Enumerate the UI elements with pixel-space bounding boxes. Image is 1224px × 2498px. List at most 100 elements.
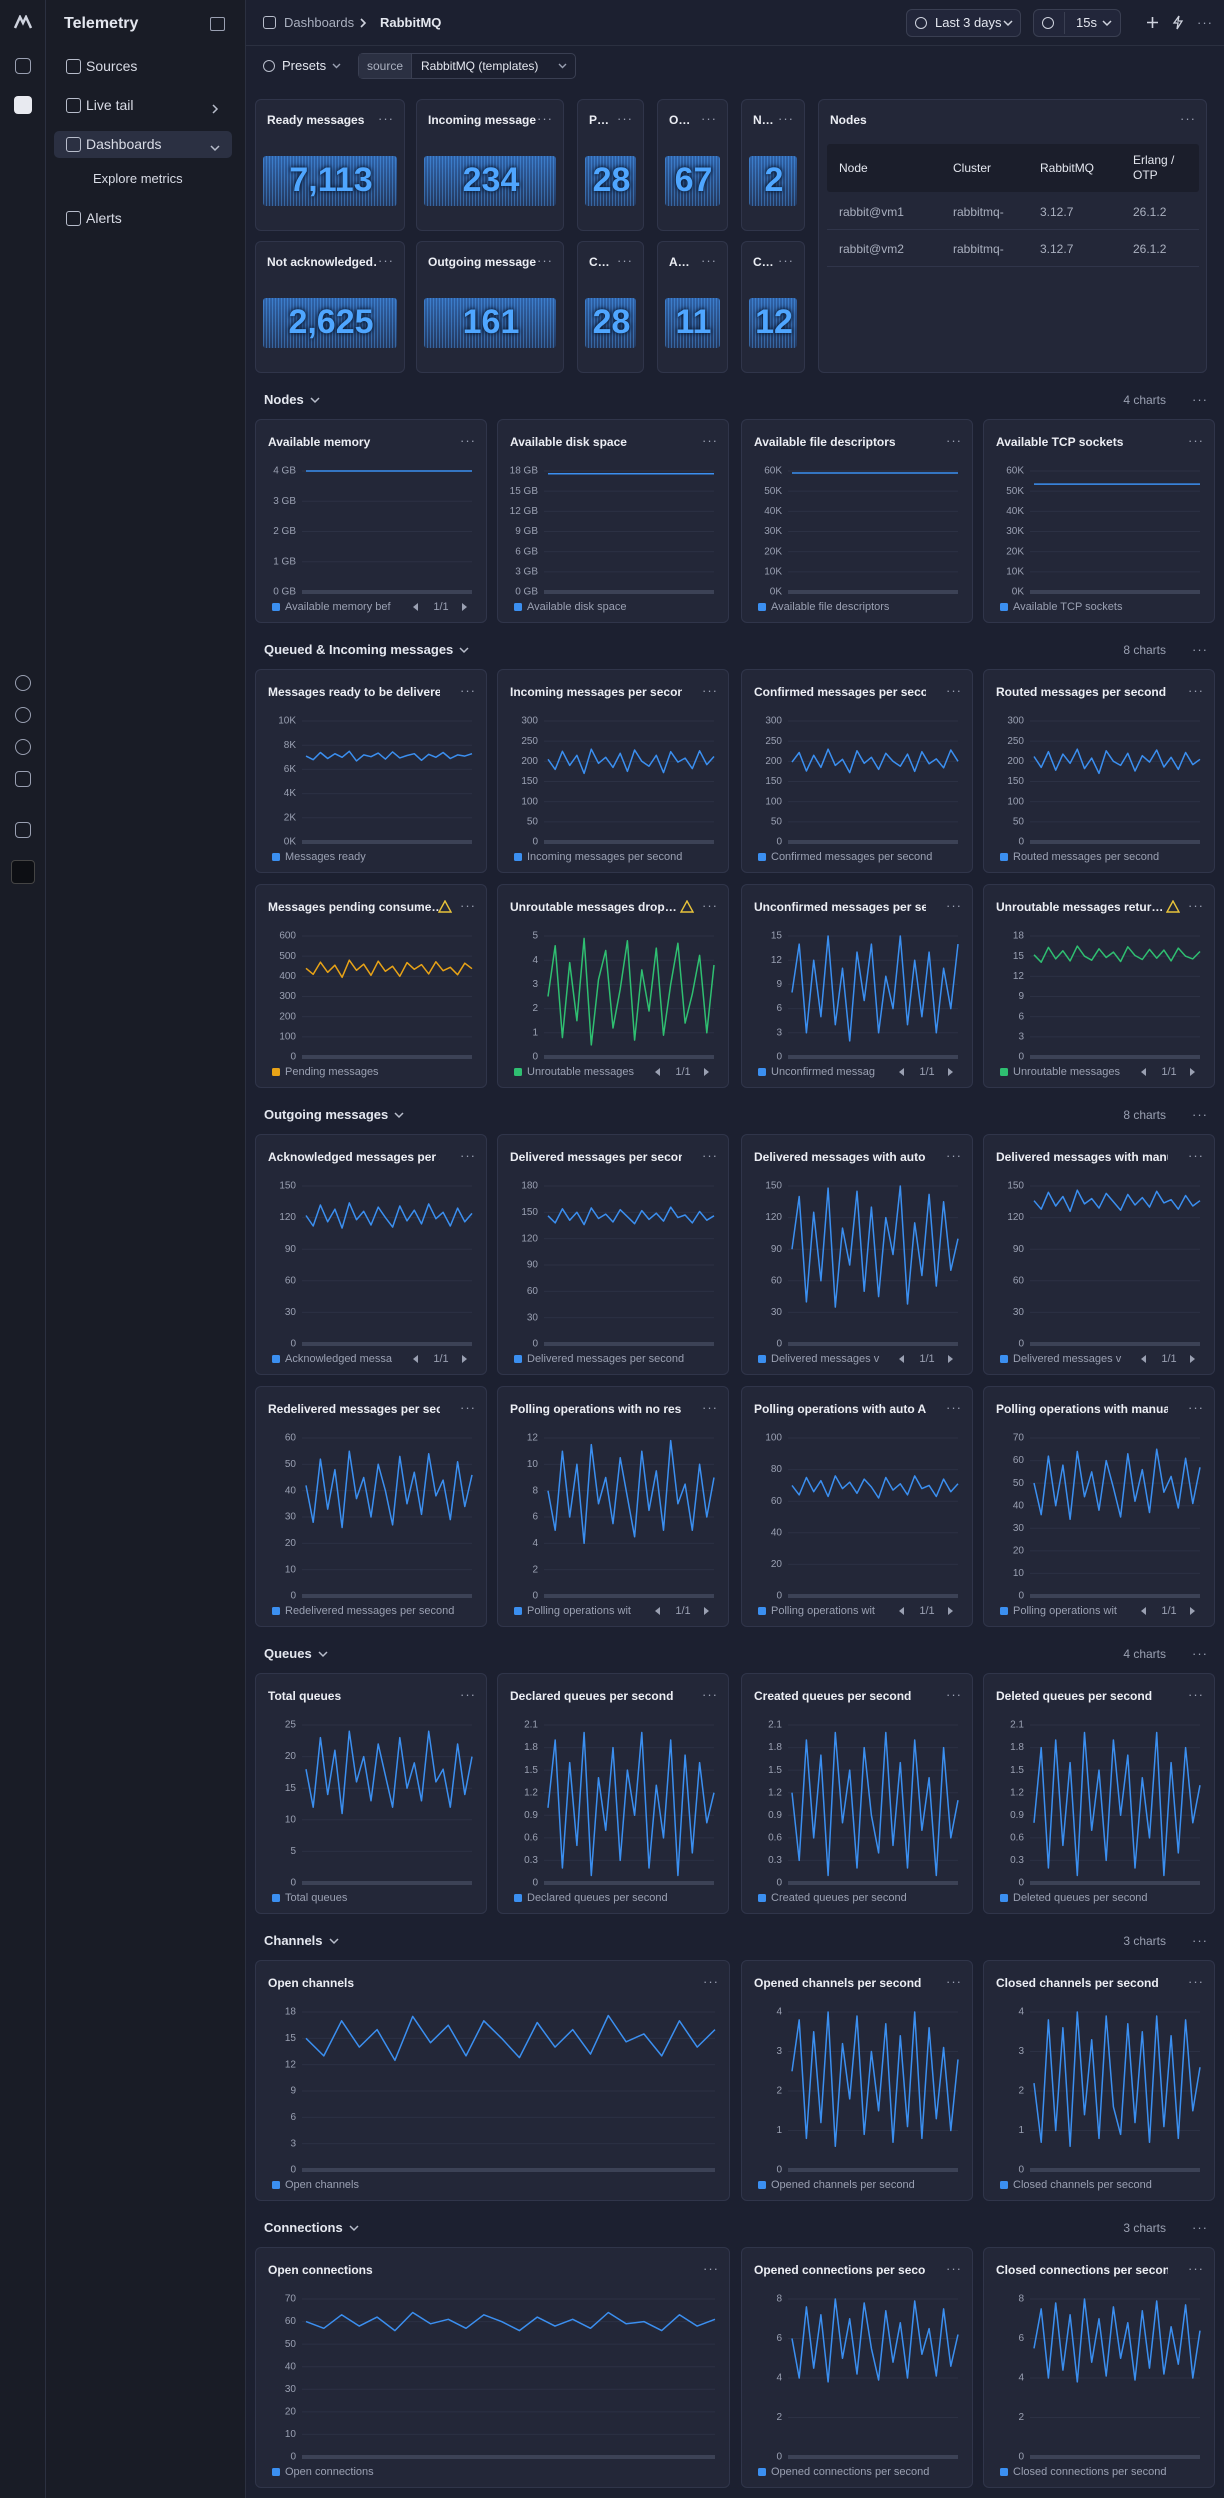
y-tick-label: 6 — [776, 2333, 782, 2344]
more-button[interactable]: ··· — [537, 253, 553, 268]
chevron — [459, 647, 469, 654]
more-button[interactable]: ··· — [1192, 2220, 1208, 2235]
more-button[interactable]: ··· — [702, 1400, 718, 1415]
more-button[interactable]: ··· — [460, 1687, 476, 1702]
more-button[interactable]: ··· — [460, 683, 476, 698]
add-button[interactable] — [1146, 16, 1159, 29]
chevron-path — [459, 647, 469, 654]
chart-title: Available memory — [268, 435, 371, 449]
more-button[interactable]: ··· — [778, 253, 794, 268]
more-button[interactable]: ··· — [617, 253, 633, 268]
pager-label: 1/1 — [675, 1605, 690, 1617]
more-button[interactable]: ··· — [460, 1400, 476, 1415]
more-button[interactable]: ··· — [946, 683, 962, 698]
sparkline — [263, 298, 397, 348]
avatar[interactable] — [11, 860, 35, 884]
more-button[interactable]: ··· — [460, 1148, 476, 1163]
legend-swatch — [758, 1894, 766, 1902]
sparkline — [749, 156, 797, 206]
more-button[interactable]: ··· — [1188, 433, 1204, 448]
rail-icon[interactable] — [15, 675, 31, 691]
section-title[interactable]: Outgoing messages — [264, 1107, 389, 1122]
more-button[interactable]: ··· — [702, 1148, 718, 1163]
rail-icon[interactable] — [15, 707, 31, 723]
nav-item[interactable]: Live tail — [86, 97, 134, 113]
more-button[interactable]: ··· — [460, 898, 476, 913]
more-button[interactable]: ··· — [702, 683, 718, 698]
more-button[interactable]: ··· — [701, 253, 717, 268]
pager-next — [948, 1607, 953, 1615]
more-button[interactable]: ··· — [702, 433, 718, 448]
y-tick-label: 90 — [771, 1244, 783, 1255]
more-button[interactable]: ··· — [1188, 1974, 1204, 1989]
more-button[interactable]: ··· — [1192, 1933, 1208, 1948]
y-tick-label: 6 — [290, 2112, 296, 2123]
chart: 0 5 10 15 20 25 Total queues — [272, 1720, 473, 1904]
more-button[interactable]: ··· — [1192, 392, 1208, 407]
more-button[interactable]: ··· — [946, 2261, 962, 2276]
nav-item[interactable]: Sources — [86, 58, 138, 74]
more-button[interactable]: ··· — [537, 111, 553, 126]
rail-icon[interactable] — [15, 822, 31, 838]
y-tick-label: 0.9 — [1010, 1810, 1024, 1821]
bolt-button[interactable] — [1172, 15, 1184, 30]
nav-item[interactable]: Dashboards — [86, 136, 162, 152]
y-tick-label: 0K — [770, 587, 783, 598]
more-button[interactable]: ··· — [702, 1687, 718, 1702]
time-range-button[interactable]: Last 3 days — [906, 9, 1021, 37]
rail-icon[interactable] — [15, 58, 31, 74]
more-button[interactable]: ··· — [778, 111, 794, 126]
more-button[interactable]: ··· — [1192, 642, 1208, 657]
more-button[interactable]: ··· — [1188, 1687, 1204, 1702]
chart-title: Closed connections per second — [996, 2263, 1168, 2277]
more-button[interactable]: ··· — [1188, 1400, 1204, 1415]
series-line — [305, 1450, 473, 1529]
more-button[interactable]: ··· — [378, 253, 394, 268]
more-button[interactable]: ··· — [703, 1974, 719, 1989]
section-title[interactable]: Nodes — [264, 392, 304, 407]
source-key-bg — [359, 54, 412, 78]
more-button[interactable]: ··· — [378, 111, 394, 126]
presets-button[interactable]: Presets — [282, 58, 327, 73]
more-button[interactable]: ··· — [1188, 683, 1204, 698]
more-button[interactable]: ··· — [702, 898, 718, 913]
nav-item[interactable]: Explore metrics — [93, 171, 183, 186]
more-button[interactable]: ··· — [1188, 898, 1204, 913]
more-button[interactable]: ··· — [617, 111, 633, 126]
more-button[interactable]: ··· — [946, 1687, 962, 1702]
collapse-button[interactable] — [210, 17, 225, 31]
presets-icon — [263, 60, 275, 72]
rail-icon[interactable] — [15, 739, 31, 755]
more-button[interactable]: ··· — [946, 898, 962, 913]
more-button[interactable]: ··· — [1180, 111, 1196, 126]
more-button[interactable]: ··· — [1188, 1148, 1204, 1163]
chevron — [349, 2225, 359, 2232]
legend-label: Opened channels per second — [771, 2179, 915, 2191]
more-button[interactable]: ··· — [460, 433, 476, 448]
more-button[interactable]: ··· — [946, 1148, 962, 1163]
rail-icon[interactable] — [15, 771, 31, 787]
more-button[interactable]: ··· — [946, 433, 962, 448]
section-title[interactable]: Queued & Incoming messages — [264, 642, 454, 657]
stat-value: 28 — [592, 161, 631, 199]
more-button[interactable]: ··· — [946, 1400, 962, 1415]
y-tick-label: 400 — [279, 971, 296, 982]
more-button[interactable]: ··· — [946, 1974, 962, 1989]
more-button[interactable]: ··· — [1192, 1646, 1208, 1661]
source-filter[interactable] — [358, 53, 576, 79]
more-button[interactable]: ··· — [1197, 15, 1213, 30]
section-title[interactable]: Queues — [264, 1646, 312, 1661]
nav-item[interactable]: Alerts — [86, 210, 122, 226]
breadcrumb-link[interactable]: Dashboards — [284, 15, 355, 30]
section-title[interactable]: Channels — [264, 1933, 323, 1948]
more-button[interactable]: ··· — [1192, 1107, 1208, 1122]
section-title[interactable]: Connections — [264, 2220, 343, 2235]
stat-title: Outgoing message… — [428, 255, 536, 269]
more-button[interactable]: ··· — [1188, 2261, 1204, 2276]
y-tick-label: 150 — [765, 776, 782, 787]
more-button[interactable]: ··· — [703, 2261, 719, 2276]
series-line — [547, 748, 715, 775]
rail-icon-active[interactable] — [14, 96, 32, 114]
more-button[interactable]: ··· — [701, 111, 717, 126]
y-tick-label: 0 — [776, 1591, 782, 1602]
